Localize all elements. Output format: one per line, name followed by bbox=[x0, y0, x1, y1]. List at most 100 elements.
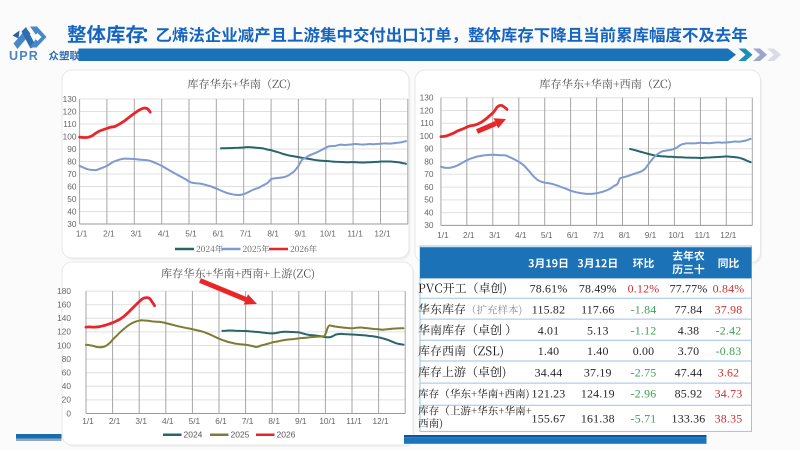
svg-text:1/1: 1/1 bbox=[437, 230, 449, 240]
svg-text:4.01: 4.01 bbox=[538, 323, 560, 337]
svg-text:50: 50 bbox=[67, 194, 77, 204]
svg-text:100: 100 bbox=[63, 131, 77, 141]
svg-text:11/1: 11/1 bbox=[695, 230, 711, 240]
svg-text:34.73: 34.73 bbox=[715, 387, 743, 401]
svg-text:6/1: 6/1 bbox=[213, 229, 225, 239]
svg-text:-1.12: -1.12 bbox=[631, 323, 657, 337]
svg-text:77.77%: 77.77% bbox=[670, 282, 708, 296]
svg-text:120: 120 bbox=[57, 327, 71, 337]
svg-text:30: 30 bbox=[424, 220, 434, 230]
svg-text:50: 50 bbox=[424, 195, 434, 205]
svg-text:0.84%: 0.84% bbox=[713, 282, 745, 296]
svg-text:8/1: 8/1 bbox=[267, 229, 279, 239]
svg-text:5/1: 5/1 bbox=[189, 416, 201, 426]
svg-text:6/1: 6/1 bbox=[567, 230, 579, 240]
svg-text:100: 100 bbox=[57, 340, 71, 350]
svg-text:140: 140 bbox=[57, 313, 71, 323]
svg-text:3.70: 3.70 bbox=[678, 344, 700, 358]
svg-text:2024: 2024 bbox=[184, 430, 203, 440]
svg-text:70: 70 bbox=[424, 169, 434, 179]
svg-text:2025: 2025 bbox=[231, 430, 250, 440]
svg-text:40: 40 bbox=[62, 381, 72, 391]
svg-text:8/1: 8/1 bbox=[268, 416, 280, 426]
svg-text:60: 60 bbox=[62, 368, 72, 378]
svg-text:80: 80 bbox=[424, 156, 434, 166]
svg-text:1/1: 1/1 bbox=[82, 416, 94, 426]
svg-text:9/1: 9/1 bbox=[295, 229, 307, 239]
svg-text:4.38: 4.38 bbox=[678, 323, 700, 337]
svg-text:34.44: 34.44 bbox=[535, 365, 563, 379]
svg-text:30: 30 bbox=[67, 219, 77, 229]
svg-text:160: 160 bbox=[57, 300, 71, 310]
svg-text:1.40: 1.40 bbox=[538, 344, 560, 358]
svg-text:10/1: 10/1 bbox=[319, 416, 336, 426]
svg-text:9/1: 9/1 bbox=[295, 416, 307, 426]
svg-text:110: 110 bbox=[420, 118, 434, 128]
svg-text:90: 90 bbox=[424, 144, 434, 154]
svg-text:1.40: 1.40 bbox=[587, 344, 609, 358]
svg-text:130: 130 bbox=[420, 93, 434, 103]
svg-text:5/1: 5/1 bbox=[185, 229, 197, 239]
svg-text:20: 20 bbox=[62, 395, 72, 405]
svg-text:12/1: 12/1 bbox=[720, 230, 737, 240]
svg-text:2/1: 2/1 bbox=[109, 416, 121, 426]
svg-text:3.62: 3.62 bbox=[718, 365, 740, 379]
svg-text:37.98: 37.98 bbox=[715, 303, 743, 317]
svg-text:UPR: UPR bbox=[9, 49, 39, 63]
svg-text:180: 180 bbox=[57, 286, 71, 296]
svg-text:2/1: 2/1 bbox=[463, 230, 475, 240]
svg-text:40: 40 bbox=[424, 207, 434, 217]
svg-text:4/1: 4/1 bbox=[158, 229, 170, 239]
svg-text:5.13: 5.13 bbox=[587, 323, 609, 337]
svg-text:161.38: 161.38 bbox=[581, 412, 615, 426]
svg-text:-0.83: -0.83 bbox=[716, 344, 742, 358]
svg-text:10/1: 10/1 bbox=[320, 229, 337, 239]
svg-text:-2.75: -2.75 bbox=[631, 365, 657, 379]
svg-text:4/1: 4/1 bbox=[515, 230, 527, 240]
svg-text:40: 40 bbox=[67, 206, 77, 216]
svg-text:10/1: 10/1 bbox=[668, 230, 685, 240]
svg-text:-5.71: -5.71 bbox=[631, 412, 657, 426]
svg-text:12/1: 12/1 bbox=[373, 416, 390, 426]
svg-text:90: 90 bbox=[67, 144, 77, 154]
svg-text:1/1: 1/1 bbox=[76, 229, 88, 239]
svg-text:9/1: 9/1 bbox=[645, 230, 657, 240]
svg-text:7/1: 7/1 bbox=[240, 229, 252, 239]
svg-text:11/1: 11/1 bbox=[346, 416, 362, 426]
svg-text:70: 70 bbox=[67, 169, 77, 179]
svg-text:-2.96: -2.96 bbox=[631, 387, 657, 401]
svg-text:3/1: 3/1 bbox=[135, 416, 147, 426]
svg-text:100: 100 bbox=[420, 131, 434, 141]
svg-text:47.44: 47.44 bbox=[675, 365, 703, 379]
svg-text:38.35: 38.35 bbox=[715, 412, 743, 426]
svg-text:80: 80 bbox=[67, 156, 77, 166]
svg-text:80: 80 bbox=[62, 354, 72, 364]
svg-text:78.61%: 78.61% bbox=[530, 282, 568, 296]
svg-text:78.49%: 78.49% bbox=[579, 282, 617, 296]
svg-text:0.12%: 0.12% bbox=[628, 282, 660, 296]
svg-text:12/1: 12/1 bbox=[374, 229, 391, 239]
svg-text:60: 60 bbox=[67, 181, 77, 191]
svg-text:2026: 2026 bbox=[277, 430, 296, 440]
svg-text:2/1: 2/1 bbox=[103, 229, 115, 239]
svg-text:0: 0 bbox=[66, 408, 71, 418]
svg-text:110: 110 bbox=[63, 119, 77, 129]
svg-text:77.84: 77.84 bbox=[675, 303, 703, 317]
svg-text:8/1: 8/1 bbox=[619, 230, 631, 240]
svg-text:85.92: 85.92 bbox=[675, 387, 703, 401]
svg-text:117.66: 117.66 bbox=[581, 303, 614, 317]
svg-text:-2.42: -2.42 bbox=[716, 323, 742, 337]
svg-text:-1.84: -1.84 bbox=[631, 303, 657, 317]
svg-text:120: 120 bbox=[63, 106, 77, 116]
svg-text:37.19: 37.19 bbox=[584, 365, 612, 379]
svg-text:7/1: 7/1 bbox=[593, 230, 605, 240]
svg-text:133.36: 133.36 bbox=[672, 412, 706, 426]
svg-text:0.00: 0.00 bbox=[633, 344, 655, 358]
svg-text:3/1: 3/1 bbox=[489, 230, 501, 240]
svg-text:11/1: 11/1 bbox=[347, 229, 363, 239]
svg-text:3/1: 3/1 bbox=[131, 229, 143, 239]
svg-text:130: 130 bbox=[63, 94, 77, 104]
svg-text:120: 120 bbox=[420, 105, 434, 115]
svg-text:115.82: 115.82 bbox=[532, 303, 565, 317]
svg-text:4/1: 4/1 bbox=[162, 416, 174, 426]
